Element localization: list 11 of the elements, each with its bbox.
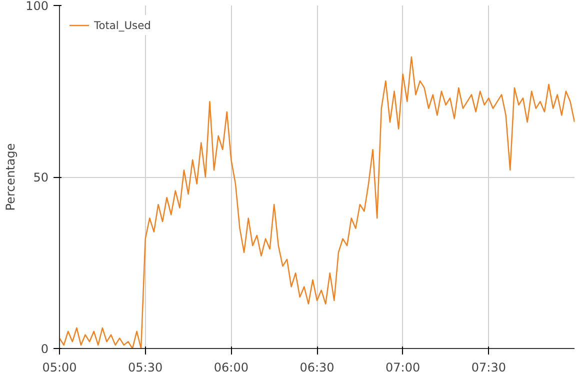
x-tick-label: 07:00 <box>386 360 420 374</box>
y-axis-title: Percentage <box>4 143 18 211</box>
x-tick-label: 05:30 <box>128 360 163 374</box>
legend-label: Total_Used <box>94 18 151 32</box>
y-tick-label: 50 <box>33 170 49 184</box>
y-tick-label: 100 <box>26 0 48 13</box>
x-tick-label: 06:00 <box>214 360 248 374</box>
x-tick-label: 05:00 <box>42 360 77 374</box>
x-tick-label: 07:30 <box>471 360 506 374</box>
x-tick-label: 06:30 <box>300 360 334 374</box>
y-tick-label: 0 <box>40 342 49 356</box>
